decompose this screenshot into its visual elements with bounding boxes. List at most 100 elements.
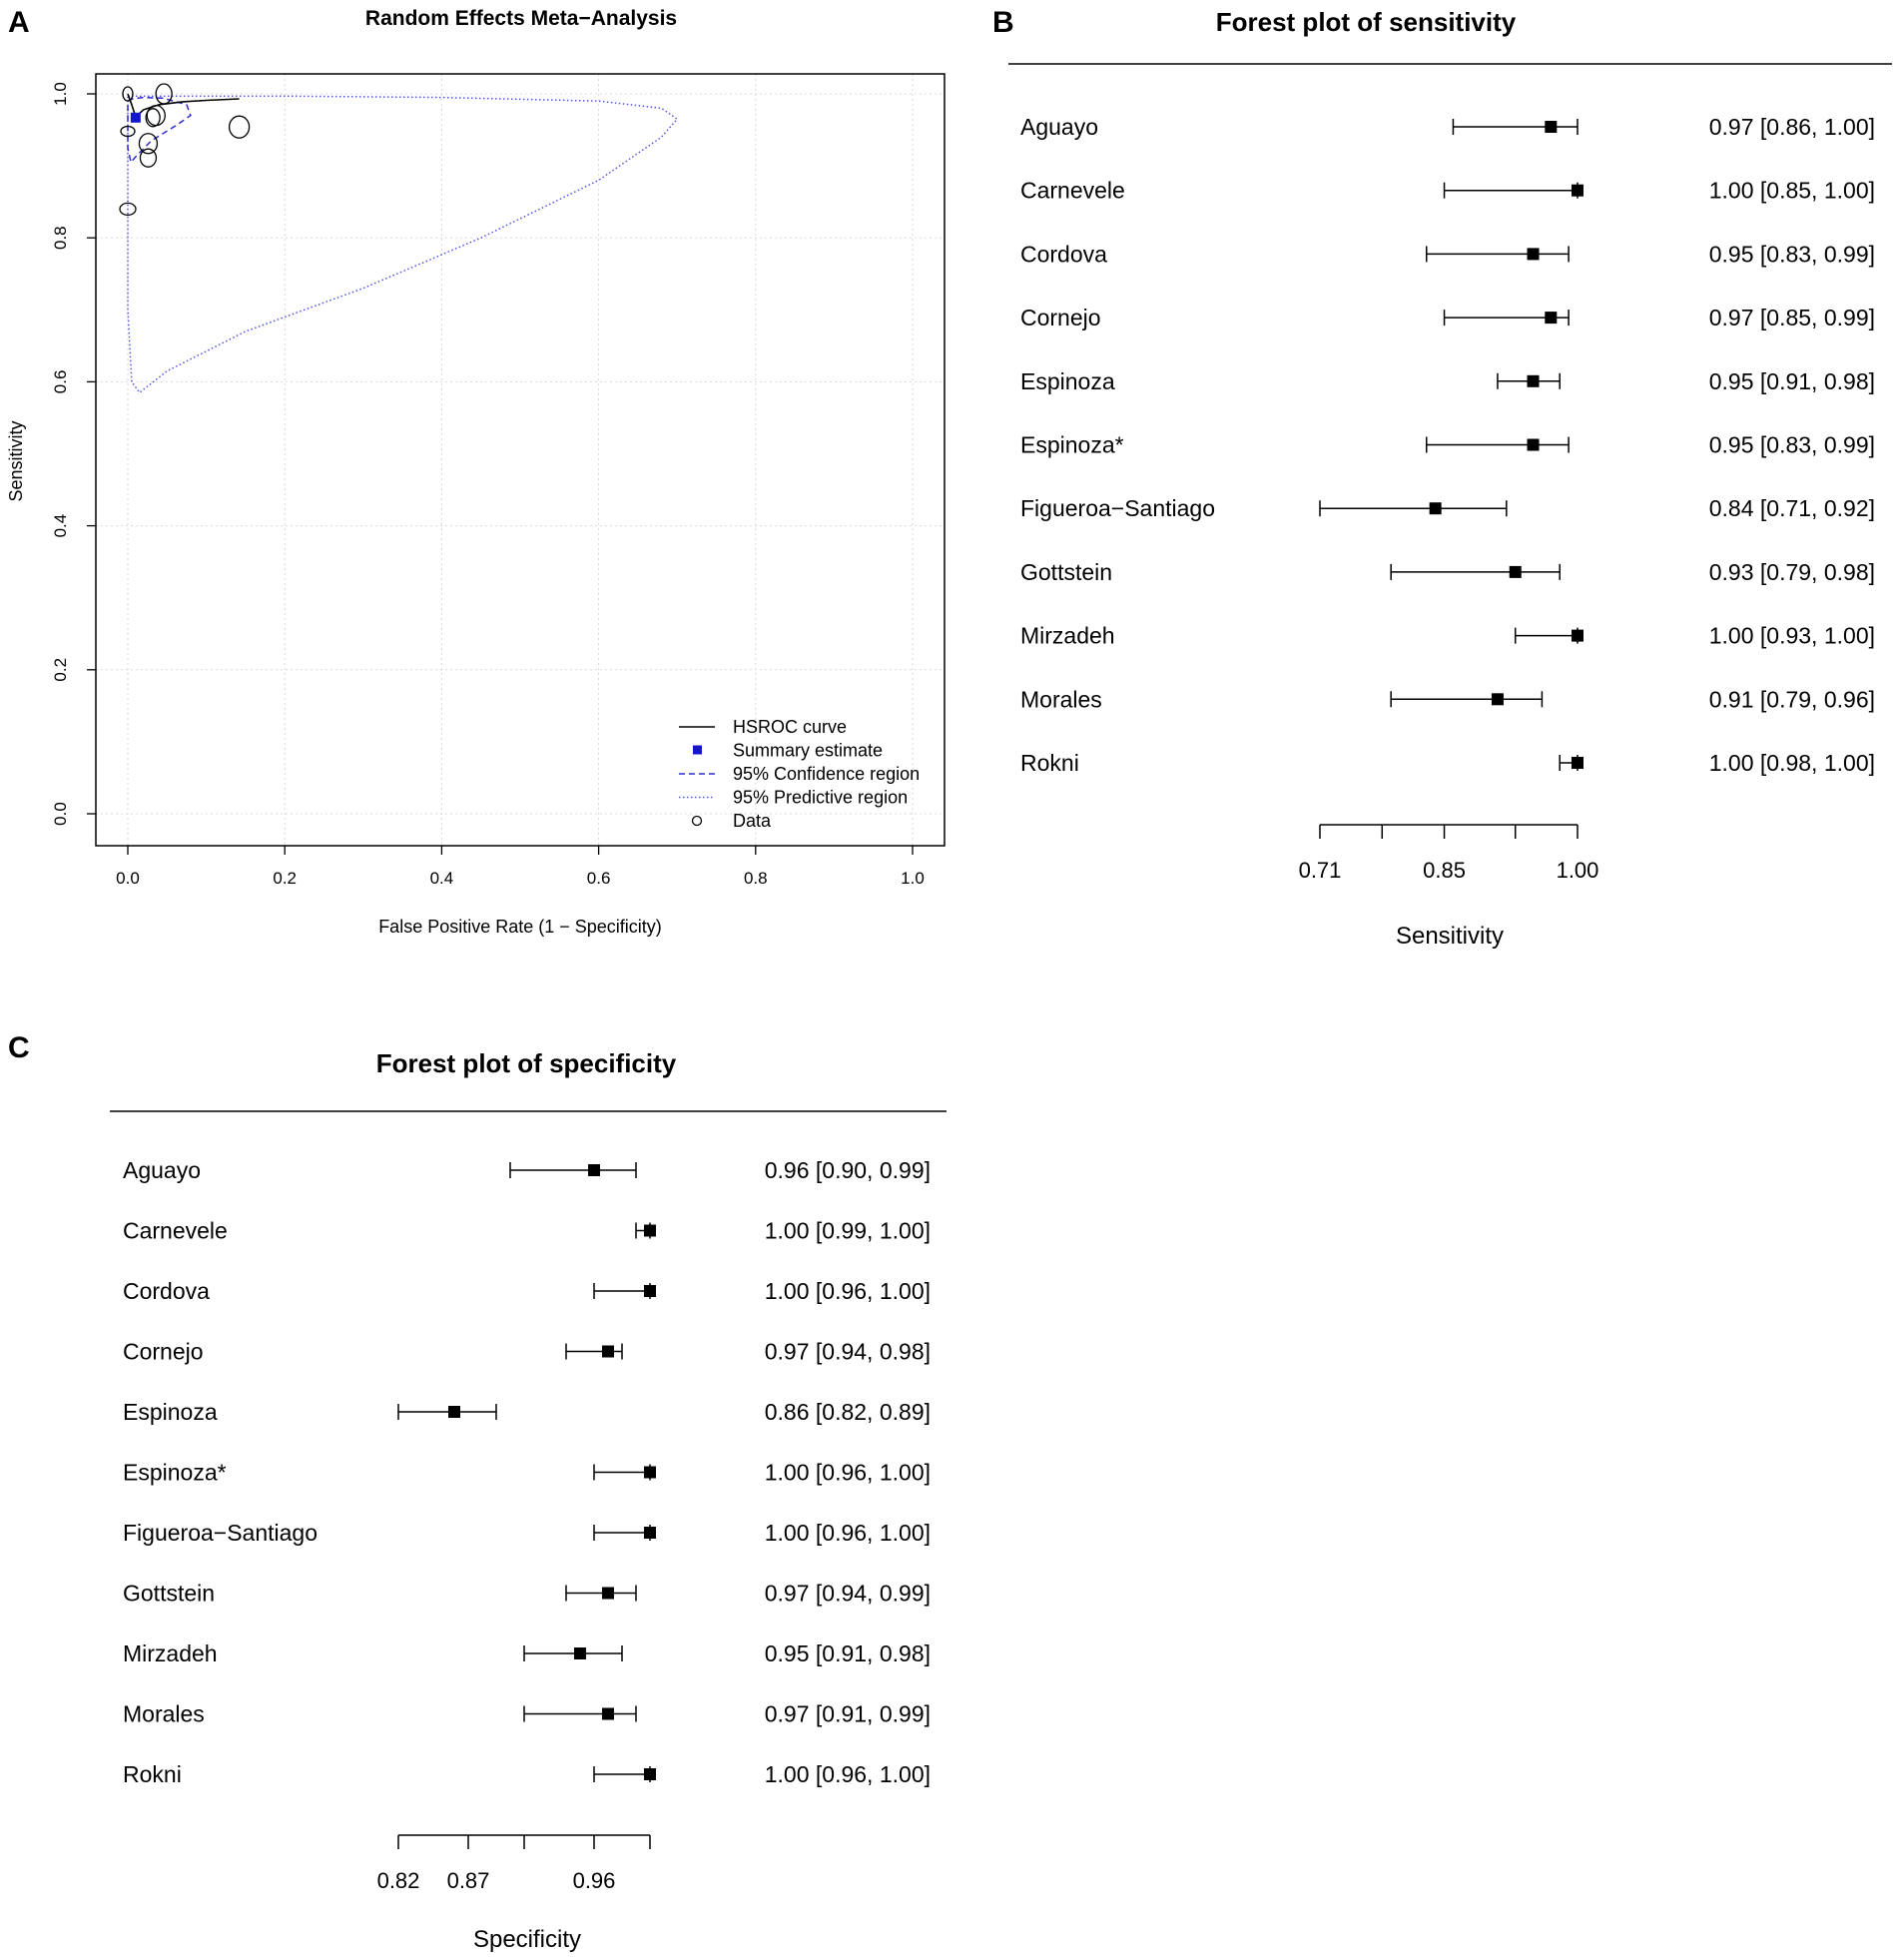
- ci-label: 0.96 [0.90, 0.99]: [765, 1157, 931, 1183]
- point-estimate: [574, 1647, 586, 1659]
- point-estimate: [602, 1345, 614, 1358]
- data-point: [145, 108, 161, 128]
- point-estimate: [1491, 693, 1504, 706]
- point-estimate: [1572, 629, 1583, 642]
- study-name: Gottstein: [1020, 559, 1112, 585]
- specificity-x-axis: 0.82 0.87 0.96: [377, 1834, 651, 1893]
- forest-axis-tick-label: 0.71: [1299, 858, 1342, 883]
- sroc-x-axis: 0.0 0.2 0.4 0.6 0.8 1.0: [116, 846, 925, 888]
- hsroc-curve: [127, 93, 240, 119]
- ci-label: 1.00 [0.98, 1.00]: [1709, 750, 1875, 776]
- ci-label: 0.97 [0.86, 1.00]: [1709, 114, 1875, 140]
- sensitivity-x-axis: 0.71 0.85 1.00: [1299, 824, 1598, 883]
- legend-label: Summary estimate: [733, 741, 883, 761]
- data-point: [228, 115, 251, 139]
- ci-label: 1.00 [0.96, 1.00]: [765, 1520, 931, 1546]
- ci-label: 0.97 [0.91, 0.99]: [765, 1701, 931, 1727]
- specificity-forest-title: Forest plot of specificity: [376, 1048, 677, 1078]
- ci-label: 0.95 [0.83, 0.99]: [1709, 432, 1875, 458]
- point-estimate: [644, 1285, 656, 1297]
- specificity-forest-rows: Aguayo 0.96 [0.90, 0.99] Carnevele 1.00 [0.…: [123, 1157, 931, 1787]
- study-name: Cordova: [1020, 241, 1107, 267]
- legend-label: 95% Predictive region: [733, 788, 908, 808]
- study-name: Mirzadeh: [1020, 623, 1115, 649]
- study-name: Gottstein: [123, 1581, 215, 1607]
- legend-summary-swatch: [693, 745, 702, 755]
- point-estimate: [1572, 757, 1583, 769]
- ci-label: 1.00 [0.99, 1.00]: [765, 1218, 931, 1244]
- ci-label: 0.95 [0.83, 0.99]: [1709, 241, 1875, 267]
- point-estimate: [644, 1224, 656, 1237]
- study-name: Espinoza*: [1020, 432, 1124, 458]
- data-point: [122, 86, 134, 102]
- specificity-x-label: Specificity: [473, 1926, 581, 1953]
- study-name: Cornejo: [123, 1339, 204, 1365]
- data-point: [119, 202, 137, 217]
- study-name: Espinoza: [1020, 368, 1115, 394]
- ci-label: 1.00 [0.96, 1.00]: [765, 1278, 931, 1304]
- legend-label: 95% Confidence region: [733, 764, 920, 784]
- sroc-y-tick-label: 0.6: [51, 370, 70, 394]
- sensitivity-forest-title: Forest plot of sensitivity: [1216, 7, 1517, 37]
- point-estimate: [1527, 374, 1540, 387]
- data-point: [139, 148, 158, 168]
- ci-label: 0.91 [0.79, 0.96]: [1709, 686, 1875, 712]
- sroc-y-tick-label: 0.0: [51, 802, 70, 826]
- sroc-y-axis: 0.0 0.2 0.4 0.6 0.8 1.0: [51, 82, 96, 826]
- study-name: Espinoza*: [123, 1460, 227, 1486]
- study-name: Figueroa−Santiago: [1020, 495, 1215, 521]
- sroc-y-tick-label: 0.4: [51, 514, 70, 538]
- study-name: Cordova: [123, 1278, 210, 1304]
- ci-label: 1.00 [0.93, 1.00]: [1709, 623, 1875, 649]
- data-point: [120, 125, 136, 138]
- study-name: Carnevele: [123, 1218, 228, 1244]
- ci-label: 0.95 [0.91, 0.98]: [765, 1640, 931, 1666]
- sensitivity-x-label: Sensitivity: [1396, 923, 1504, 950]
- sroc-x-tick-label: 0.4: [430, 869, 454, 888]
- study-name: Aguayo: [123, 1157, 201, 1183]
- point-estimate: [1527, 248, 1540, 261]
- panel-letter-b: B: [992, 6, 1014, 39]
- forest-axis-tick-label: 0.85: [1423, 858, 1466, 883]
- ci-label: 0.97 [0.94, 0.98]: [765, 1339, 931, 1365]
- ci-label: 0.97 [0.94, 0.99]: [765, 1581, 931, 1607]
- panel-letter-a: A: [8, 6, 30, 39]
- data-point: [146, 104, 166, 127]
- sroc-grid: [96, 74, 945, 846]
- ci-label: 0.97 [0.85, 0.99]: [1709, 305, 1875, 330]
- ci-label: 1.00 [0.96, 1.00]: [765, 1761, 931, 1787]
- sroc-x-tick-label: 0.8: [744, 869, 768, 888]
- forest-axis-tick-label: 0.82: [377, 1868, 420, 1893]
- study-name: Morales: [123, 1701, 205, 1727]
- study-name: Mirzadeh: [123, 1640, 218, 1666]
- ci-label: 0.93 [0.79, 0.98]: [1709, 559, 1875, 585]
- point-estimate: [1572, 184, 1583, 197]
- point-estimate: [588, 1164, 600, 1176]
- point-estimate: [602, 1587, 614, 1600]
- predictive-region: [127, 95, 679, 394]
- panel-a-sroc: A Random Effects Meta−Analysis 0.0 0.2 0.4…: [6, 6, 946, 937]
- point-estimate: [644, 1527, 656, 1539]
- legend-label: HSROC curve: [733, 717, 847, 737]
- panel-b-forest-sensitivity: B Forest plot of sensitivity Aguayo 0.97 …: [992, 6, 1892, 950]
- sroc-x-tick-label: 0.6: [587, 869, 611, 888]
- study-name: Rokni: [123, 1761, 182, 1787]
- study-name: Morales: [1020, 686, 1102, 712]
- ci-label: 0.84 [0.71, 0.92]: [1709, 495, 1875, 521]
- forest-axis-tick-label: 0.96: [573, 1868, 616, 1893]
- sroc-y-label: Sensitivity: [6, 420, 26, 501]
- data-point: [138, 133, 159, 155]
- sroc-y-tick-label: 0.2: [51, 658, 70, 682]
- sroc-y-tick-label: 0.8: [51, 226, 70, 250]
- point-estimate: [1429, 502, 1442, 515]
- sroc-y-tick-label: 1.0: [51, 82, 70, 106]
- sroc-x-tick-label: 0.0: [116, 869, 140, 888]
- panel-c-forest-specificity: C Forest plot of specificity Aguayo 0.96 …: [8, 1031, 947, 1953]
- ci-label: 0.86 [0.82, 0.89]: [765, 1399, 931, 1425]
- sroc-x-label: False Positive Rate (1 − Specificity): [378, 917, 662, 937]
- point-estimate: [448, 1406, 460, 1418]
- study-name: Aguayo: [1020, 114, 1098, 140]
- sroc-title: Random Effects Meta−Analysis: [365, 7, 677, 30]
- study-name: Cornejo: [1020, 305, 1101, 330]
